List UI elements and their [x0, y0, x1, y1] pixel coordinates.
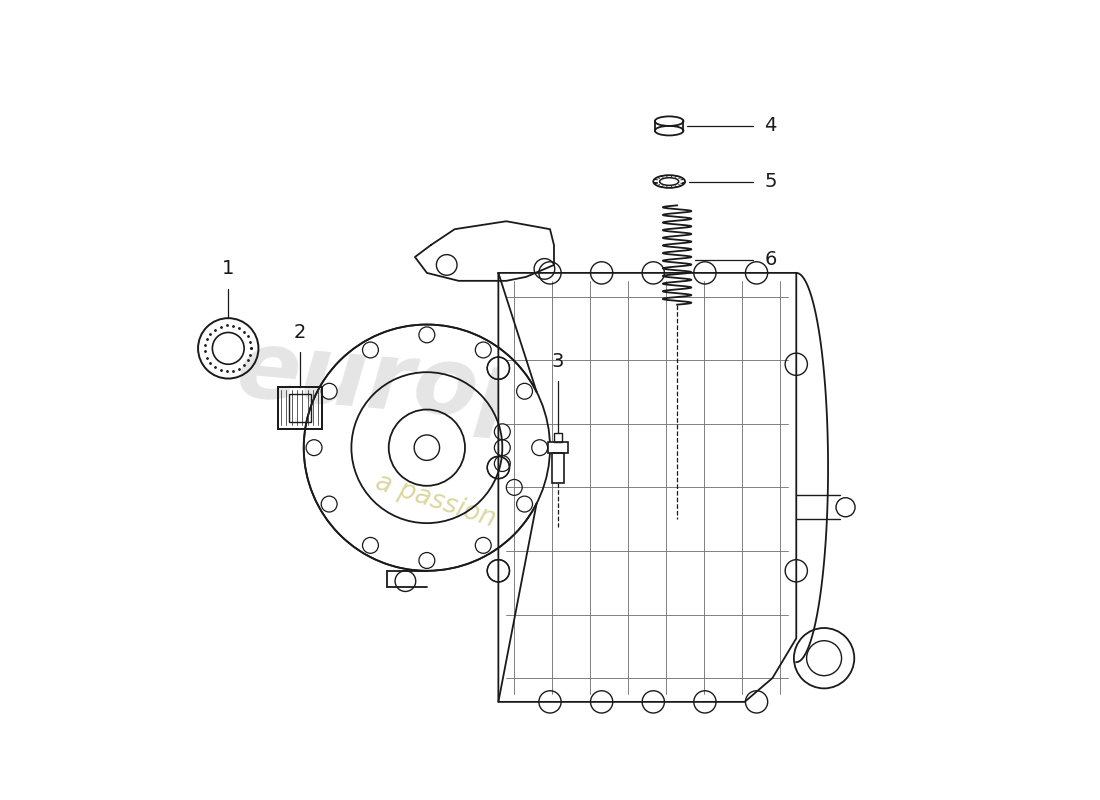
Text: a passion for parts since 1985: a passion for parts since 1985 [373, 469, 759, 617]
Text: 4: 4 [764, 117, 777, 135]
Text: 6: 6 [764, 250, 777, 270]
Bar [554, 433, 562, 442]
Circle shape [517, 383, 532, 399]
Circle shape [363, 342, 378, 358]
Bar [288, 394, 311, 422]
Circle shape [475, 538, 492, 554]
Circle shape [517, 496, 532, 512]
Bar [551, 454, 564, 483]
Text: 2: 2 [294, 323, 306, 342]
Text: europ: europ [232, 325, 550, 443]
Circle shape [419, 553, 435, 569]
Circle shape [531, 440, 548, 456]
Bar [548, 442, 569, 454]
Bar [554, 433, 562, 442]
Circle shape [419, 327, 435, 342]
Bar [278, 387, 321, 429]
Circle shape [321, 496, 337, 512]
Circle shape [321, 383, 337, 399]
Circle shape [475, 342, 492, 358]
Bar [548, 442, 569, 454]
Text: 5: 5 [764, 172, 777, 191]
Bar [551, 454, 564, 483]
Bar [498, 273, 796, 702]
Text: 3: 3 [552, 352, 564, 370]
Circle shape [306, 440, 322, 456]
Circle shape [363, 538, 378, 554]
Bar [278, 387, 321, 429]
Text: 1: 1 [222, 259, 234, 278]
